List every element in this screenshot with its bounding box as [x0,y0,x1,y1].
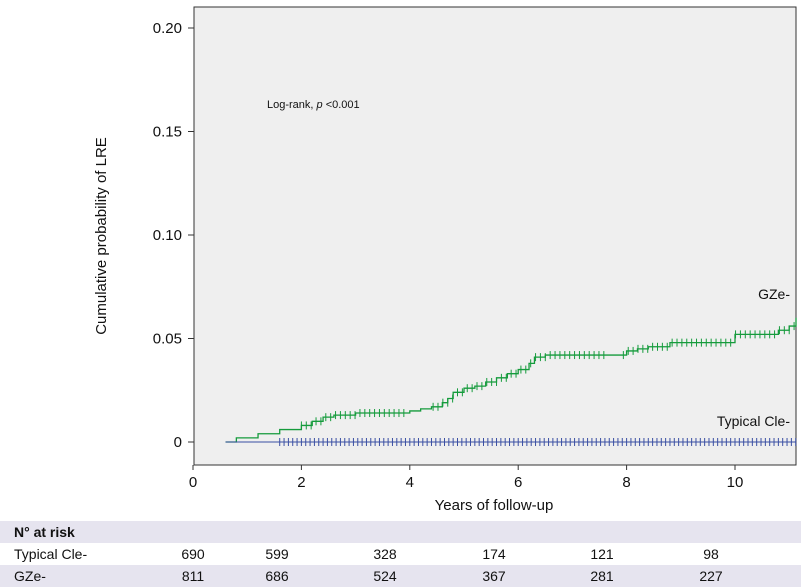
risk-cell: 121 [590,546,614,562]
risk-cell: 227 [699,568,723,584]
x-tick-label: 6 [514,474,522,491]
risk-table: N° at risk Typical Cle- 690 599 328 174 … [0,521,801,587]
risk-cell: 328 [373,546,397,562]
km-chart: 0 0.05 0.10 0.15 0.20 0 2 4 6 8 10 Log-rank, p <0… [93,6,797,514]
risk-row-label: GZe- [14,568,46,584]
risk-row-gze: GZe- 811 686 524 367 281 227 [0,565,801,587]
log-rank-annotation: Log-rank, p <0.001 [267,99,360,111]
y-tick-label: 0 [174,434,182,451]
risk-cell: 281 [590,568,614,584]
y-tick-label: 0.15 [153,124,182,141]
risk-cell: 690 [181,546,205,562]
gze-curve [225,317,797,443]
x-tick-label: 8 [622,474,630,491]
x-tick-label: 2 [297,474,305,491]
risk-cell: 367 [482,568,506,584]
y-tick-label: 0.10 [153,227,182,244]
x-axis-title: Years of follow-up [435,497,554,514]
risk-cell: 599 [265,546,289,562]
risk-table-title: N° at risk [14,524,75,540]
risk-cell: 524 [373,568,397,584]
plot-background [193,6,797,466]
risk-cell: 686 [265,568,289,584]
x-tick-label: 4 [406,474,414,491]
risk-row-label: Typical Cle- [14,546,88,562]
risk-cell: 174 [482,546,506,562]
y-tick-label: 0.20 [153,20,182,37]
y-axis: 0 0.05 0.10 0.15 0.20 [153,20,194,451]
series-layer [225,317,797,446]
y-tick-label: 0.05 [153,331,182,348]
x-tick-label: 0 [189,474,197,491]
risk-row-typical: Typical Cle- 690 599 328 174 121 98 [0,543,801,565]
x-tick-label: 10 [727,474,744,491]
risk-table-header: N° at risk [0,521,801,543]
typical-series-label: Typical Cle- [717,413,790,429]
risk-cell: 811 [181,568,205,584]
gze-series-label: GZe- [758,286,790,302]
x-axis: 0 2 4 6 8 10 [189,465,744,491]
y-axis-title: Cumulative probability of LRE [93,137,110,335]
risk-cell: 98 [703,546,719,562]
